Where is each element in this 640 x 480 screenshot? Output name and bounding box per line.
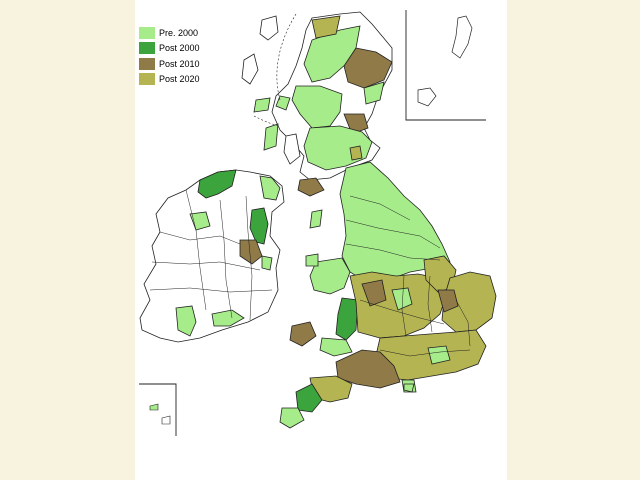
- scotland-moray[interactable]: [343, 47, 393, 89]
- channel-islands-inset: [139, 383, 177, 436]
- ireland-county-lines: [149, 189, 273, 321]
- scotland-islay[interactable]: [275, 95, 291, 111]
- island-uist: [241, 53, 259, 85]
- scotland-skye[interactable]: [253, 97, 271, 113]
- scotland-aberdeen[interactable]: [363, 81, 385, 105]
- western-isles: [241, 13, 301, 165]
- legend-label: Post 2000: [159, 43, 200, 53]
- scotland-ayrshire[interactable]: [297, 177, 325, 197]
- legend-label: Post 2010: [159, 58, 200, 69]
- isle-of-man[interactable]: [309, 209, 323, 229]
- staffordshire[interactable]: [391, 287, 413, 311]
- legend-swatch: [139, 26, 155, 39]
- ireland-louth-meath[interactable]: [249, 207, 269, 245]
- england-wales: [279, 161, 497, 429]
- island-guernsey: [161, 415, 171, 425]
- shropshire[interactable]: [361, 279, 387, 307]
- legend-label: Pre. 2000: [159, 27, 199, 38]
- northern-england[interactable]: [339, 161, 451, 283]
- legend-item: Post 2000: [139, 42, 200, 55]
- inset-frame-top: [405, 10, 486, 121]
- ireland-westmeath[interactable]: [239, 239, 263, 265]
- ireland-donegal[interactable]: [197, 169, 237, 199]
- legend: Pre. 2000 Post 2000 Post 2010 Post 2020: [139, 26, 200, 88]
- island-mull: [283, 133, 301, 165]
- ireland: [139, 169, 285, 343]
- county-lines: [345, 195, 471, 357]
- island-shetland: [451, 15, 473, 59]
- ireland-base[interactable]: [139, 169, 285, 343]
- legend-swatch: [139, 42, 155, 54]
- wales-pembroke[interactable]: [289, 321, 317, 347]
- ireland-antrim[interactable]: [259, 175, 281, 201]
- ireland-cork[interactable]: [211, 309, 245, 327]
- isle-of-wight[interactable]: [403, 383, 415, 393]
- ireland-kerry[interactable]: [175, 305, 197, 337]
- anglesey[interactable]: [305, 253, 319, 267]
- berkshire[interactable]: [427, 345, 451, 365]
- inset-frame-bottom: [139, 383, 177, 436]
- legend-item: Post 2010: [139, 57, 200, 70]
- cornwall[interactable]: [295, 383, 323, 413]
- ireland-wicklow[interactable]: [261, 255, 273, 271]
- shetland-inset: [405, 10, 486, 121]
- wales-glamorgan[interactable]: [319, 337, 353, 357]
- island-orkney: [417, 87, 437, 107]
- island-jersey: [149, 403, 159, 411]
- legend-swatch: [139, 73, 155, 85]
- scotland-fife[interactable]: [349, 145, 363, 161]
- scotland-hebrides[interactable]: [263, 123, 279, 151]
- scotland-argyll[interactable]: [291, 85, 343, 129]
- wales-north[interactable]: [309, 257, 351, 295]
- legend-item: Post 2020: [139, 73, 200, 86]
- legend-item: Pre. 2000: [139, 26, 200, 39]
- cambridge[interactable]: [437, 289, 459, 313]
- legend-swatch: [139, 57, 155, 70]
- legend-label: Post 2020: [159, 74, 200, 84]
- sea-area-lines: [253, 13, 297, 127]
- wales-powys[interactable]: [335, 297, 359, 341]
- cornwall-tip[interactable]: [279, 407, 305, 429]
- scotland-caithness[interactable]: [311, 15, 341, 39]
- scotland: [253, 11, 393, 197]
- island-lewis: [259, 15, 279, 41]
